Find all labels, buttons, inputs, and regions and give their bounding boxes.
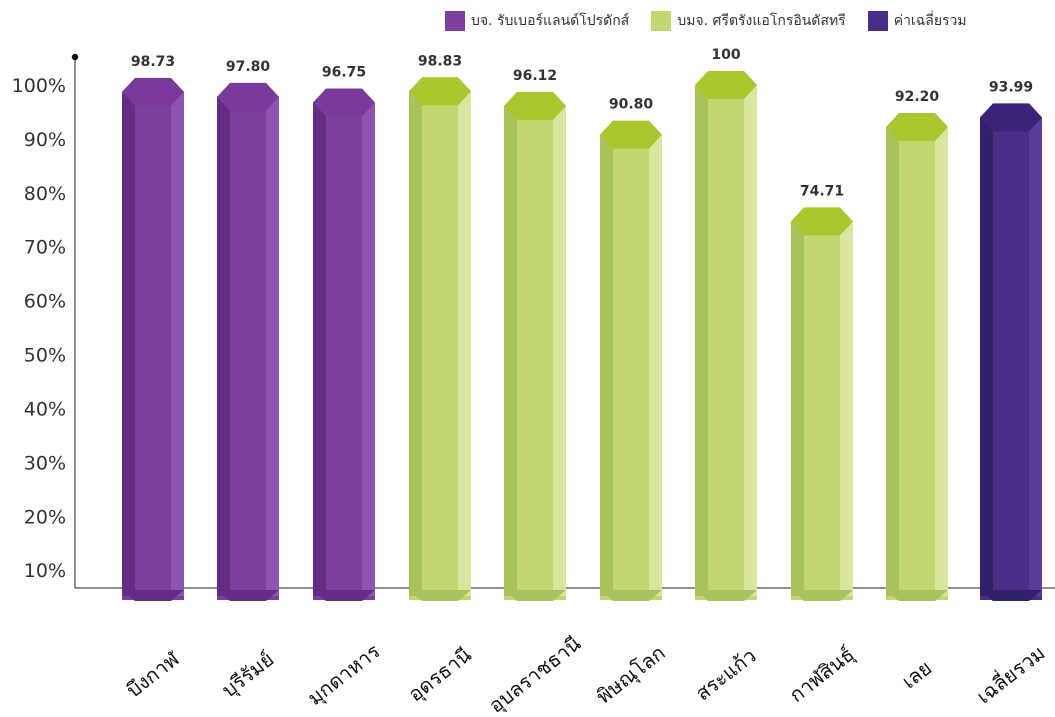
bar-value-label: 100 [711,47,740,63]
bar-cap [600,120,662,149]
bar-bottom [695,590,757,601]
legend-swatch-rubberland [445,11,465,31]
bar-right-face [458,91,471,597]
x-tick-label: บุรีรัมย์ [217,647,279,703]
legend-item-rubberland: บจ. รับเบอร์แลนด์โปรดักส์ [445,10,629,32]
bar-cap [409,77,471,106]
bar-left-face [791,221,804,596]
x-tick-label: อุบลราชธานี [484,631,586,717]
bar-right-face [649,134,662,597]
bar-cap [980,103,1042,132]
x-tick-label: มุกดาหาร [303,639,385,711]
x-tick-label: กาฬสินธุ์ [785,642,860,708]
bar-right-face [362,102,375,597]
bar-right-face [744,85,757,596]
bar-value-label: 96.75 [322,65,366,81]
bar-left-face [600,134,613,597]
bar-cap [695,71,757,99]
bar-right-face [553,105,566,596]
bar-left-face [504,105,517,596]
bar-value-label: 96.12 [513,68,557,84]
y-tick-label: 100% [12,75,66,97]
bar-value-label: 93.99 [989,79,1033,95]
legend-label-average: ค่าเฉลี่ยรวม [893,13,967,29]
y-tick-label: 50% [24,345,66,367]
bar-left-face [886,127,899,596]
y-axis-top-dot [71,53,79,61]
bar-left-face [980,117,993,596]
y-tick-label: 10% [24,560,66,582]
bar-value-label: 98.83 [418,53,462,69]
bar-left-face [409,91,422,597]
bar-left-face [217,96,230,597]
x-tick-label: เลย [897,656,936,694]
bar-cap [504,91,566,120]
bar-right-face [1029,117,1042,596]
bar-cap [313,88,375,117]
y-tick-label: 40% [24,398,66,420]
bar-left-face [313,102,326,597]
bar-bottom [791,590,853,601]
bar-left-face [122,91,135,597]
bar-bottom [980,590,1042,601]
legend-item-sritrang: บมจ. ศรีตรังแอโกรอินดัสทรี [651,10,846,32]
bar-left-face [695,85,708,596]
y-tick-label: 60% [24,291,66,313]
bar-bottom [217,590,279,601]
bar-right-face [840,221,853,596]
bar-bottom [313,590,375,601]
bar-value-label: 74.71 [800,183,844,199]
x-tick-label: พิษณุโลก [592,640,670,709]
bar-cap [886,113,948,142]
x-tick-label: บึงกาฬ [122,646,185,702]
bar-bottom [886,590,948,601]
bar-right-face [266,96,279,597]
x-tick-label: อุดรธานี [404,642,477,707]
legend-swatch-sritrang [651,11,672,31]
bar-value-label: 92.20 [895,89,940,105]
y-tick-label: 30% [24,452,66,474]
y-tick-label: 90% [24,129,66,151]
legend-item-average: ค่าเฉลี่ยรวม [867,10,967,32]
x-tick-label: สระแก้ว [691,644,761,706]
bar-cap [217,82,279,111]
bar-bottom [122,590,184,601]
chart-legend: บจ. รับเบอร์แลนด์โปรดักส์ บมจ. ศรีตรังแอ… [445,8,967,34]
x-tick-label: เฉลี่ยรวม [971,639,1050,708]
y-tick-label: 70% [24,237,66,259]
bar-value-label: 98.73 [131,54,175,70]
legend-label-rubberland: บจ. รับเบอร์แลนด์โปรดักส์ [471,13,630,29]
legend-label-sritrang: บมจ. ศรีตรังแอโกรอินดัสทรี [677,13,846,29]
y-tick-label: 20% [24,506,66,528]
bar-cap [791,207,853,236]
bar-cap [122,77,184,106]
bar-bottom [600,590,662,601]
bar-bottom [409,590,471,601]
legend-swatch-average [867,11,888,31]
y-tick-label: 80% [24,183,66,205]
bar-right-face [171,91,184,597]
bar-value-label: 97.80 [226,59,271,75]
bar-value-label: 90.80 [609,97,654,113]
bar-bottom [504,590,566,601]
bar-right-face [935,127,948,596]
